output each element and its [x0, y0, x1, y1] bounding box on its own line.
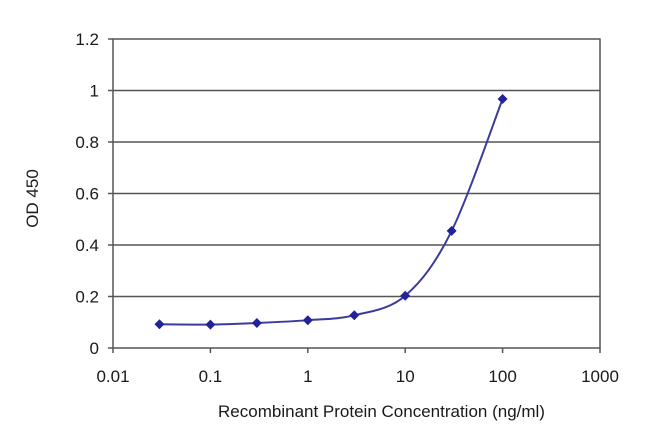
data-point [302, 315, 313, 326]
y-tick-label: 0.4 [75, 236, 99, 255]
y-axis-tick-labels: 0 0.2 0.4 0.6 0.8 1 1.2 [75, 30, 113, 358]
x-axis-tick-labels: 0.01 0.1 1 10 100 1000 [96, 348, 619, 386]
y-tick-label: 0.6 [75, 185, 99, 204]
data-point [349, 310, 360, 321]
data-point [205, 319, 216, 330]
data-point [497, 93, 508, 104]
series-layer [154, 93, 508, 330]
y-tick-label: 1 [90, 82, 99, 101]
x-tick-label: 1000 [581, 367, 619, 386]
y-axis-title: OD 450 [23, 169, 42, 228]
x-tick-label: 0.1 [199, 367, 223, 386]
x-tick-label: 10 [396, 367, 415, 386]
data-point [400, 290, 411, 301]
x-tick-label: 1 [303, 367, 312, 386]
data-point [251, 318, 262, 329]
data-point [154, 319, 165, 330]
x-tick-label: 0.01 [96, 367, 129, 386]
x-axis-title: Recombinant Protein Concentration (ng/ml… [218, 402, 545, 421]
y-tick-label: 0 [90, 339, 99, 358]
y-tick-label: 1.2 [75, 30, 99, 49]
gridlines [113, 89, 600, 298]
y-tick-label: 0.2 [75, 288, 99, 307]
data-point [446, 225, 457, 236]
series-line [159, 98, 504, 326]
x-tick-label: 100 [488, 367, 516, 386]
y-tick-label: 0.8 [75, 133, 99, 152]
